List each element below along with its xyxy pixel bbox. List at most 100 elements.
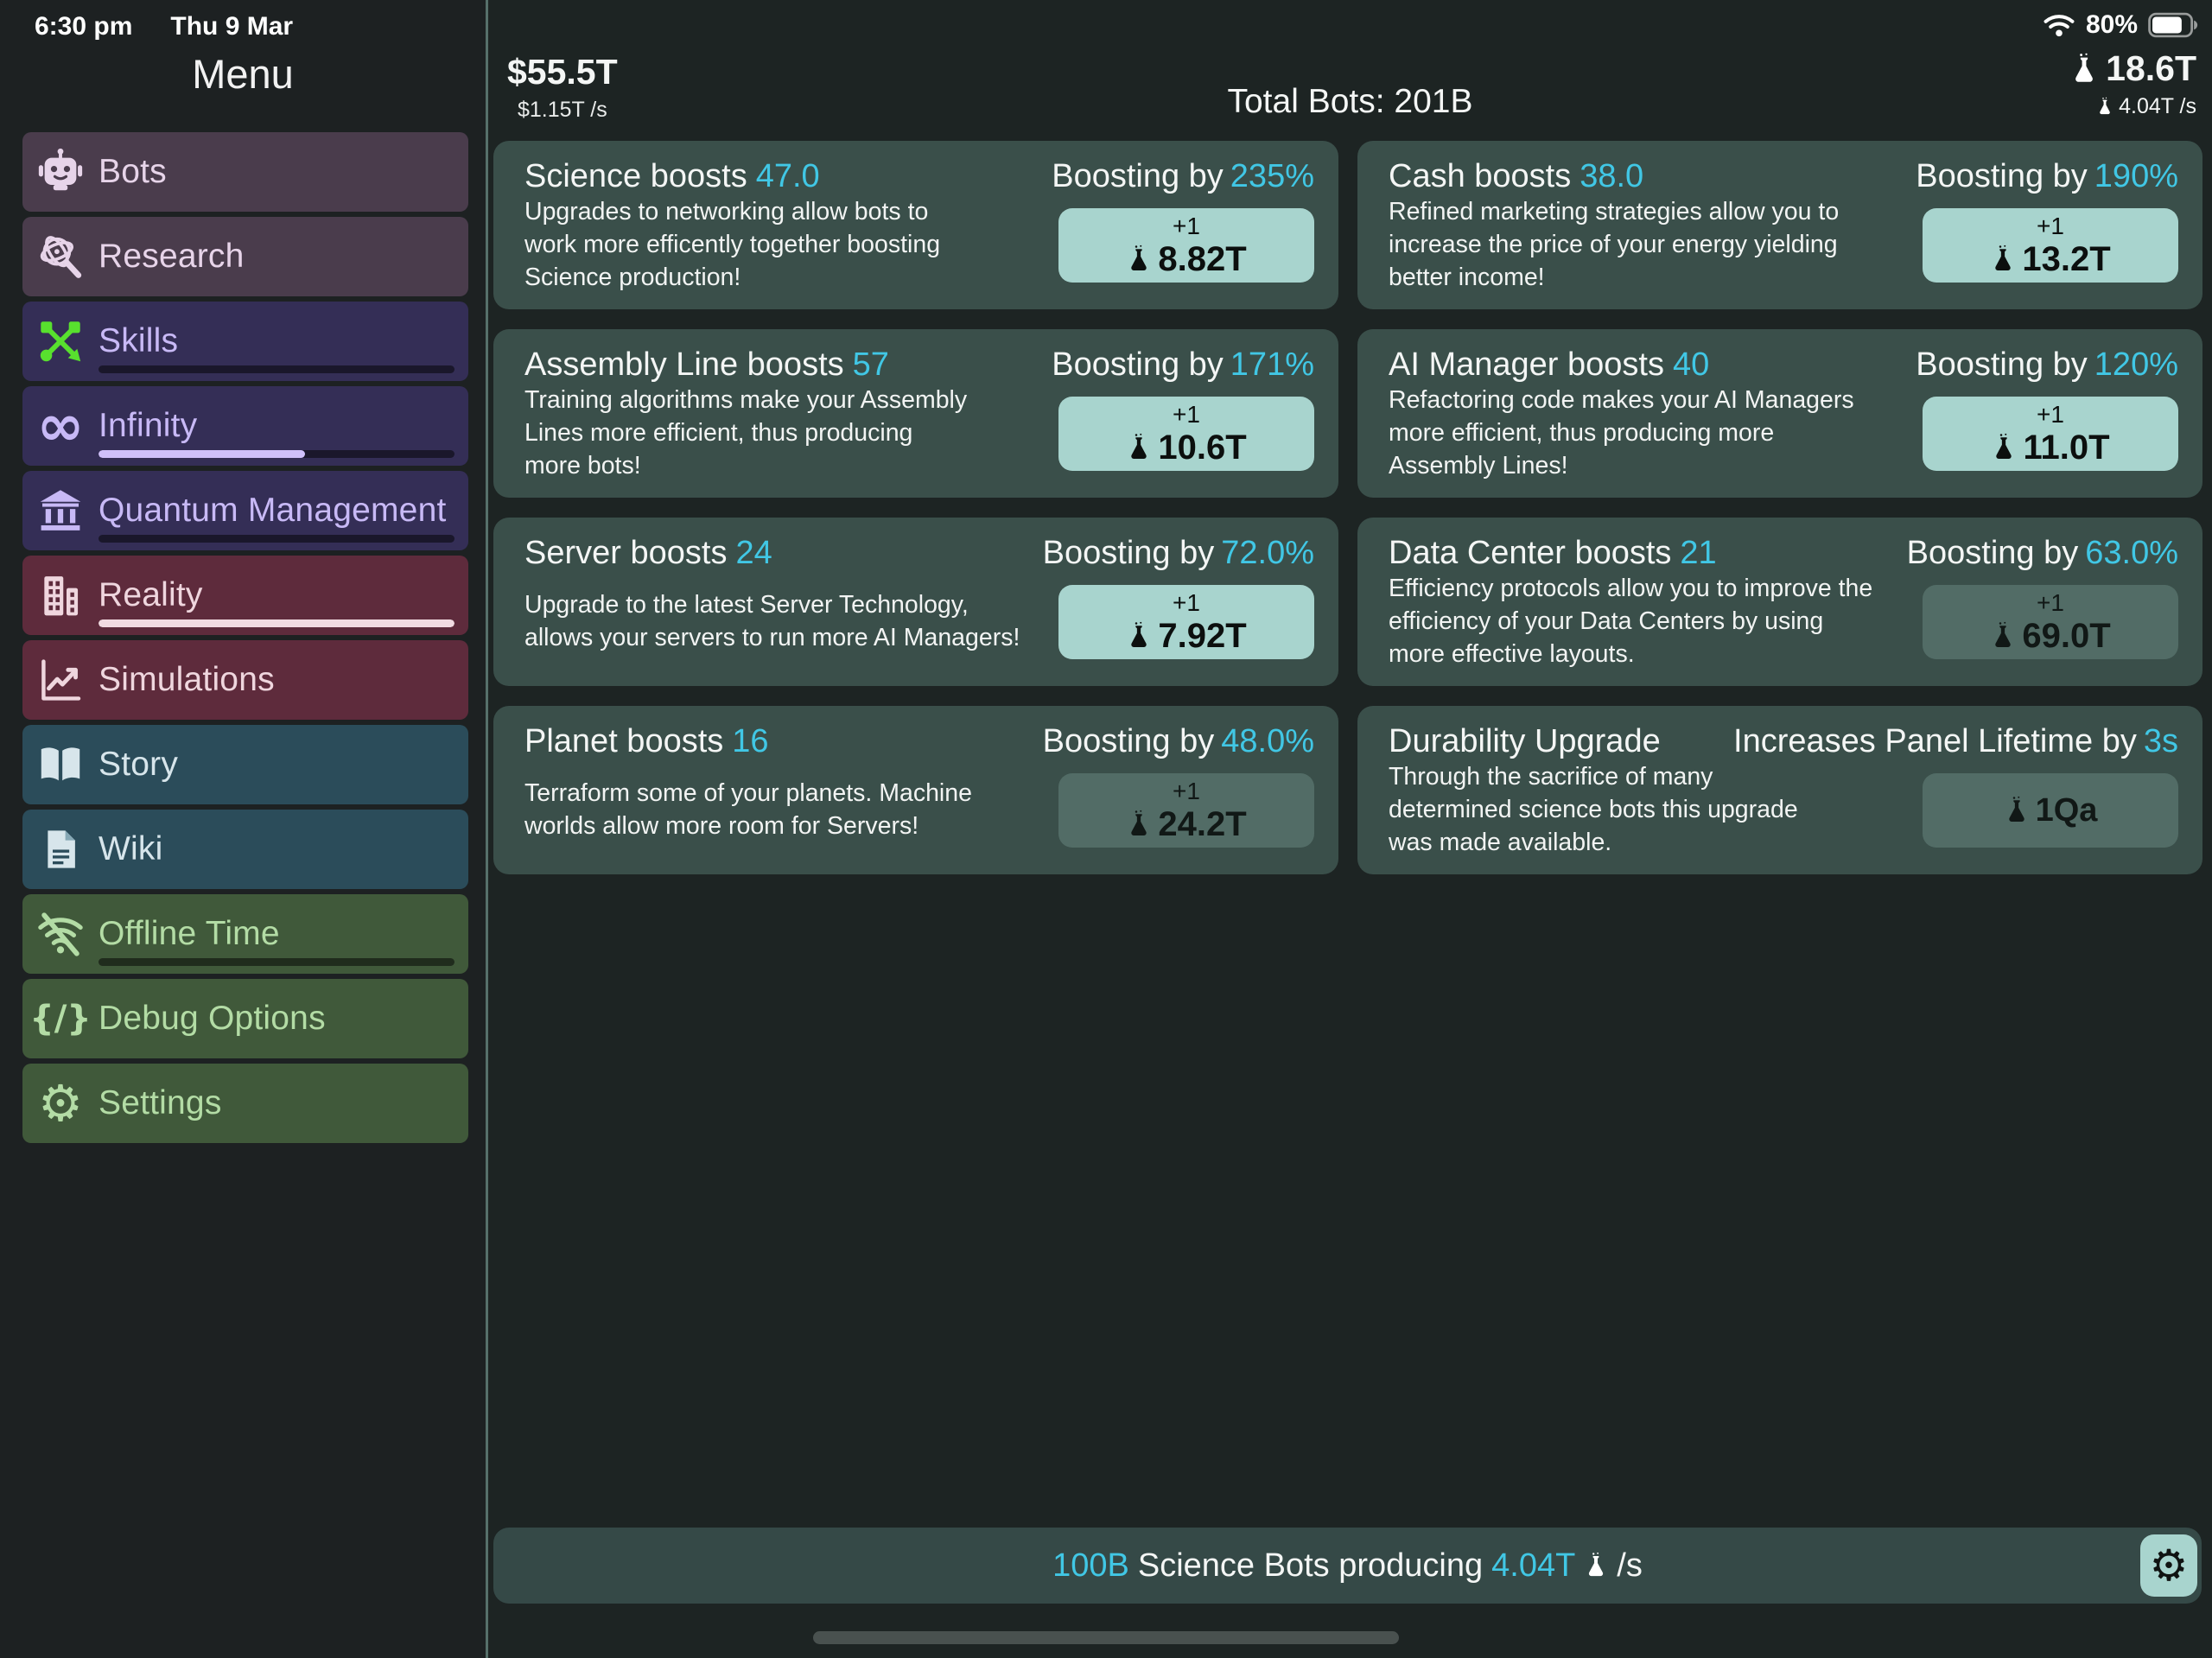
card-title: Planet boosts 16 bbox=[524, 723, 769, 759]
boost-effect: Boosting by 190% bbox=[1916, 158, 2178, 194]
boost-effect: Boosting by 171% bbox=[1052, 346, 1314, 383]
upgrade-cards: Science boosts 47.0 Boosting by 235% Upgra… bbox=[493, 141, 2202, 874]
production-settings-button[interactable]: ⚙ bbox=[2140, 1534, 2197, 1597]
card-title: Server boosts 24 bbox=[524, 535, 772, 571]
flask-icon bbox=[1126, 810, 1152, 839]
horizontal-scrollbar[interactable] bbox=[813, 1631, 1399, 1644]
flask-icon bbox=[1126, 433, 1152, 462]
sidebar-item-offline-time[interactable]: Offline Time bbox=[22, 894, 468, 974]
sidebar-item-story[interactable]: Story bbox=[22, 725, 468, 804]
science-counter: 18.6T 4.04T /s bbox=[2069, 48, 2196, 119]
bank-icon bbox=[33, 483, 88, 538]
cash-rate: $1.15T /s bbox=[517, 98, 607, 122]
buy-assembly-line-boost-button[interactable]: +1 10.6T bbox=[1058, 397, 1314, 471]
sidebar-item-label: Infinity bbox=[99, 407, 198, 444]
battery-icon bbox=[2148, 12, 2198, 38]
sidebar-item-label: Reality bbox=[99, 576, 203, 613]
boost-effect: Boosting by 72.0% bbox=[1042, 535, 1314, 571]
sidebar-item-infinity[interactable]: ∞ Infinity bbox=[22, 386, 468, 466]
flask-icon bbox=[1126, 621, 1152, 651]
card-description: Upgrades to networking allow bots to wor… bbox=[524, 198, 941, 291]
wifi-off-icon bbox=[33, 906, 88, 962]
sidebar-item-quantum-management[interactable]: Quantum Management bbox=[22, 471, 468, 550]
flask-icon bbox=[2004, 796, 2030, 825]
card-ai-manager-boosts: AI Manager boosts 40 Boosting by 120% Refa… bbox=[1357, 329, 2202, 498]
flask-icon bbox=[2069, 53, 2099, 86]
flask-icon bbox=[1126, 245, 1152, 274]
sidebar-item-simulations[interactable]: Simulations bbox=[22, 640, 468, 720]
sidebar-item-wiki[interactable]: Wiki bbox=[22, 810, 468, 889]
code-braces-icon: {/} bbox=[29, 999, 92, 1039]
card-title: Cash boosts 38.0 bbox=[1389, 158, 1644, 194]
gear-icon: ⚙ bbox=[2149, 1540, 2189, 1591]
boost-count: 21 bbox=[1680, 535, 1717, 571]
production-text: Science Bots producing bbox=[1137, 1547, 1484, 1584]
card-description: Terraform some of your planets. Machine … bbox=[524, 779, 972, 840]
buy-data-center-boost-button[interactable]: +1 69.0T bbox=[1923, 585, 2178, 659]
card-description: Refined marketing strategies allow you t… bbox=[1389, 198, 1840, 291]
infinity-progress-bar bbox=[99, 450, 454, 458]
flask-icon bbox=[1991, 433, 2017, 462]
sidebar-item-skills[interactable]: Skills bbox=[22, 302, 468, 381]
sidebar: 6:30 pm Thu 9 Mar Menu Bots bbox=[0, 0, 486, 1658]
card-science-boosts: Science boosts 47.0 Boosting by 235% Upgra… bbox=[493, 141, 1338, 309]
sidebar-nav: Bots Research bbox=[22, 132, 468, 1148]
card-description: Training algorithms make your Assembly L… bbox=[524, 386, 968, 480]
sidebar-item-debug-options[interactable]: {/} Debug Options bbox=[22, 979, 468, 1058]
robot-icon bbox=[33, 144, 88, 200]
buy-server-boost-button[interactable]: +1 7.92T bbox=[1058, 585, 1314, 659]
buy-science-boost-button[interactable]: +1 8.82T bbox=[1058, 208, 1314, 283]
card-description: Refactoring code makes your AI Managers … bbox=[1389, 386, 1854, 480]
clock: 6:30 pm bbox=[35, 12, 133, 41]
boost-count: 38.0 bbox=[1580, 158, 1644, 194]
buy-durability-upgrade-button[interactable]: 1Qa bbox=[1923, 773, 2178, 848]
science-rate: 4.04T /s bbox=[2119, 94, 2196, 118]
boost-count: 40 bbox=[1672, 346, 1710, 383]
sidebar-item-label: Research bbox=[99, 238, 245, 275]
sidebar-item-label: Simulations bbox=[99, 661, 275, 698]
sidebar-item-reality[interactable]: Reality bbox=[22, 556, 468, 635]
flask-icon bbox=[2096, 97, 2113, 117]
flask-icon bbox=[1990, 245, 2016, 274]
buy-planet-boost-button[interactable]: +1 24.2T bbox=[1058, 773, 1314, 848]
cash-total: $55.5T bbox=[507, 52, 618, 92]
total-bots: Total Bots: 201B bbox=[1227, 83, 1473, 120]
sidebar-item-label: Debug Options bbox=[99, 1000, 326, 1037]
sidebar-item-research[interactable]: Research bbox=[22, 217, 468, 296]
production-rate: 4.04T bbox=[1491, 1547, 1576, 1584]
card-title: Assembly Line boosts 57 bbox=[524, 346, 889, 383]
buildings-icon bbox=[33, 568, 88, 623]
wifi-icon bbox=[2043, 12, 2075, 38]
flask-icon bbox=[1990, 621, 2016, 651]
boost-count: 16 bbox=[732, 723, 769, 759]
buy-cash-boost-button[interactable]: +1 13.2T bbox=[1923, 208, 2178, 283]
card-description: Efficiency protocols allow you to improv… bbox=[1389, 575, 1873, 668]
open-book-icon bbox=[33, 737, 88, 792]
buy-ai-manager-boost-button[interactable]: +1 11.0T bbox=[1923, 397, 2178, 471]
sidebar-item-label: Quantum Management bbox=[99, 492, 447, 529]
production-unit: /s bbox=[1617, 1547, 1643, 1584]
card-cash-boosts: Cash boosts 38.0 Boosting by 190% Refined … bbox=[1357, 141, 2202, 309]
reality-progress-bar bbox=[99, 619, 454, 627]
boost-count: 24 bbox=[735, 535, 772, 571]
bots-count: 100B bbox=[1052, 1547, 1129, 1584]
boost-effect: Increases Panel Lifetime by 3s bbox=[1733, 723, 2178, 759]
sidebar-item-label: Bots bbox=[99, 153, 167, 190]
boost-effect: Boosting by 48.0% bbox=[1042, 723, 1314, 759]
card-data-center-boosts: Data Center boosts 21 Boosting by 63.0% Ef… bbox=[1357, 518, 2202, 686]
date: Thu 9 Mar bbox=[170, 12, 294, 41]
card-title: AI Manager boosts 40 bbox=[1389, 346, 1710, 383]
line-chart-icon bbox=[33, 652, 88, 708]
sidebar-divider bbox=[486, 0, 488, 1658]
boost-count: 47.0 bbox=[755, 158, 820, 194]
sidebar-item-settings[interactable]: ⚙ Settings bbox=[22, 1064, 468, 1143]
gear-icon: ⚙ bbox=[38, 1074, 83, 1133]
sidebar-item-label: Skills bbox=[99, 322, 179, 359]
document-icon bbox=[33, 822, 88, 877]
boost-effect: Boosting by 63.0% bbox=[1906, 535, 2178, 571]
card-description: Through the sacrifice of many determined… bbox=[1389, 763, 1798, 856]
status-bar-right: 80% bbox=[2043, 10, 2198, 40]
boost-effect: Boosting by 235% bbox=[1052, 158, 1314, 194]
skills-icon bbox=[33, 314, 88, 369]
sidebar-item-bots[interactable]: Bots bbox=[22, 132, 468, 212]
